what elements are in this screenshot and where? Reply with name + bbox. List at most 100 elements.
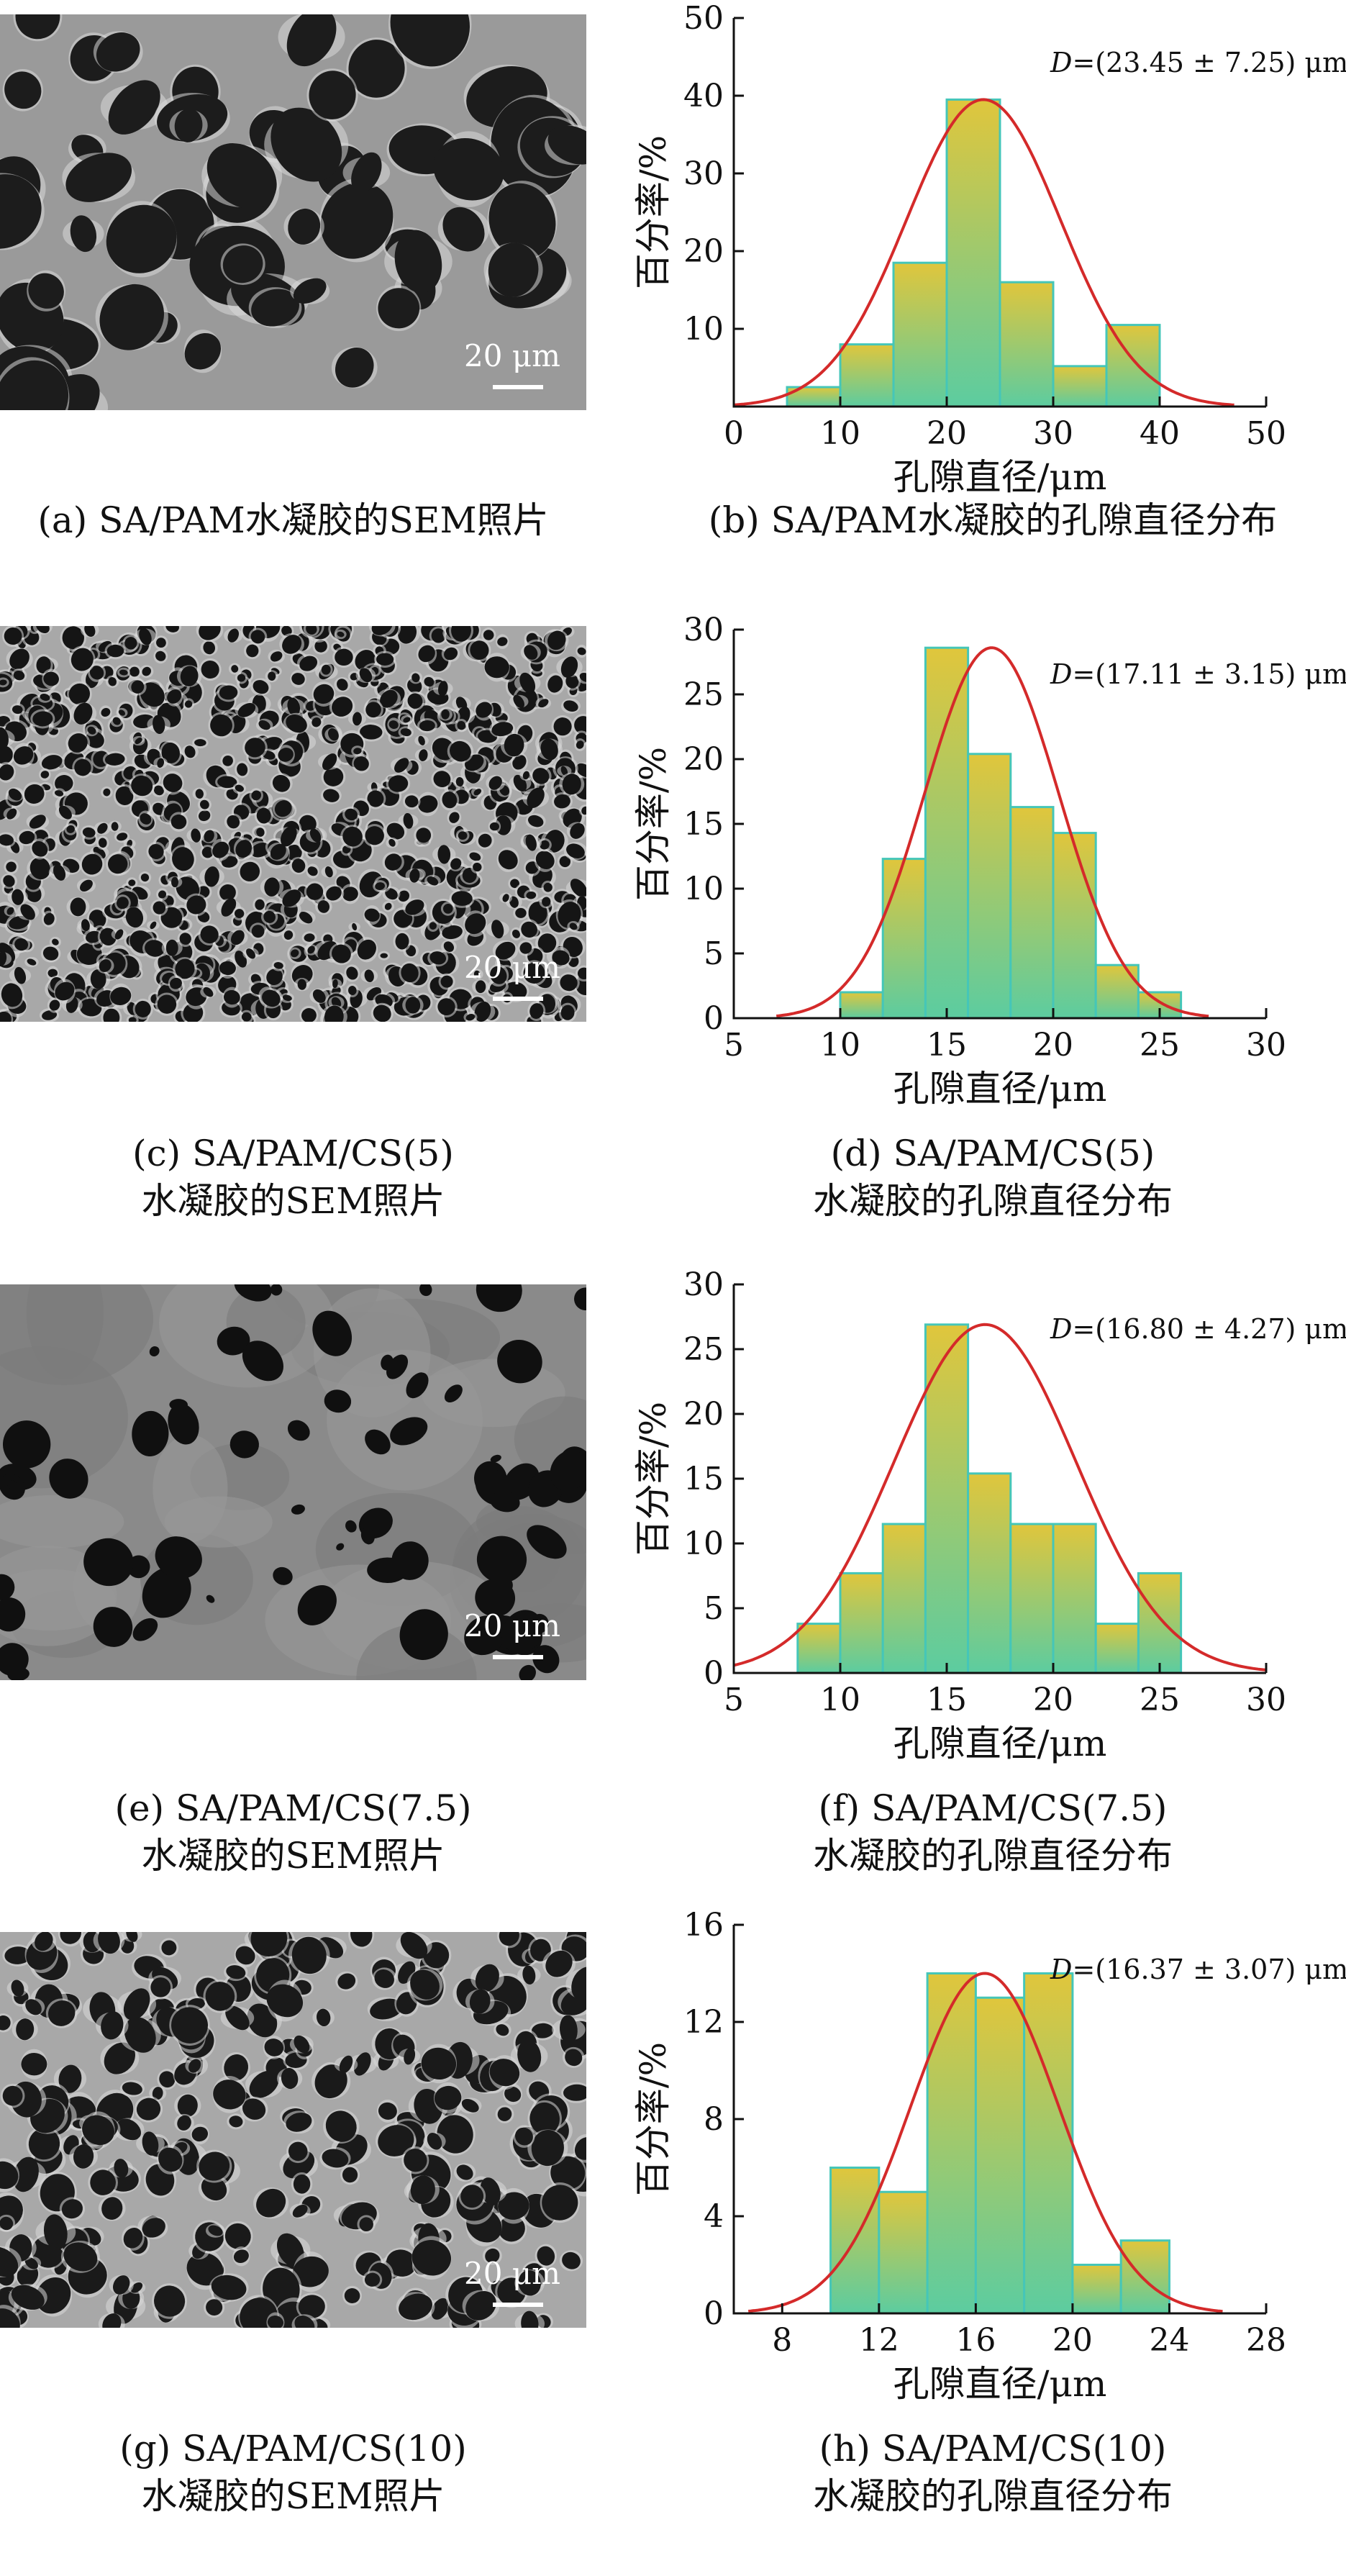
y-tick-label: 15 <box>683 1461 724 1497</box>
annotation-variable: D <box>1050 1954 1072 1985</box>
sem-caption-line: (c) SA/PAM/CS(5) <box>132 1133 454 1174</box>
x-tick-label: 25 <box>1140 1027 1180 1063</box>
y-tick-label: 25 <box>683 676 724 713</box>
y-axis-title: 百分率/% <box>632 135 674 289</box>
x-tick-label: 20 <box>1052 2322 1093 2359</box>
y-tick-label: 20 <box>683 1396 724 1433</box>
y-tick-label: 10 <box>683 871 724 907</box>
sem-caption: (c) SA/PAM/CS(5) 水凝胶的SEM照片 <box>0 1130 586 1225</box>
histogram-bar <box>974 1996 1026 2315</box>
chart-caption: (h) SA/PAM/CS(10) 水凝胶的孔隙直径分布 <box>647 2425 1338 2520</box>
x-tick-label: 50 <box>1246 415 1286 452</box>
sem-caption-line: (e) SA/PAM/CS(7.5) <box>114 1787 472 1829</box>
y-tick-label: 20 <box>683 741 724 778</box>
y-tick-label: 30 <box>683 155 724 192</box>
chart-caption-line: 水凝胶的孔隙直径分布 <box>813 1835 1173 1877</box>
x-tick-label: 15 <box>927 1682 967 1718</box>
histogram-bar <box>881 858 927 1020</box>
histogram-bar <box>1009 806 1055 1020</box>
annotation-value: =(16.80 ± 4.27) μm <box>1072 1313 1346 1345</box>
histogram-chart: 5 10 15 20 25 30 0 5 10 15 20 25 30 孔隙直径/μm 百分率/% D=(17… <box>626 612 1346 1133</box>
x-tick-label: 10 <box>820 415 860 452</box>
y-tick-label: 15 <box>683 806 724 843</box>
y-tick-label: 10 <box>683 1525 724 1562</box>
histogram-bar <box>1105 324 1161 408</box>
histogram-bar <box>1052 832 1097 1020</box>
normal-fit-curve <box>748 1972 1223 2313</box>
x-tick-label: 25 <box>1140 1682 1180 1718</box>
scale-bar-label: 20 μm <box>464 1608 560 1643</box>
sem-image: 20 μm <box>0 14 586 410</box>
histogram-bar <box>1071 2264 1122 2315</box>
scale-bar <box>493 997 543 1001</box>
mean-diameter-annotation: D=(17.11 ± 3.15) μm <box>1050 658 1346 690</box>
scale-bar-label: 20 μm <box>464 950 560 985</box>
sem-image: 20 μm <box>0 1932 586 2328</box>
scale-bar <box>493 385 543 389</box>
y-tick-label: 30 <box>683 1266 724 1303</box>
y-tick-label: 50 <box>683 0 724 37</box>
histogram-bar <box>926 1972 977 2315</box>
histogram-bar <box>1023 1972 1074 2315</box>
x-axis-title: 孔隙直径/μm <box>893 456 1107 498</box>
sem-image: 20 μm <box>0 1284 586 1680</box>
chart-svg: 5 10 15 20 25 30051015202530孔隙直径/μm百分率/%D=(16… <box>632 1266 1346 1764</box>
histogram-bar <box>892 261 948 408</box>
y-axis-title: 百分率/% <box>632 1402 674 1556</box>
x-tick-label: 12 <box>859 2322 899 2359</box>
y-tick-label: 25 <box>683 1331 724 1368</box>
y-tick-label: 40 <box>683 78 724 114</box>
scale-bar <box>493 2303 543 2307</box>
x-tick-label: 40 <box>1140 415 1180 452</box>
histogram-bar <box>881 1523 927 1674</box>
histogram-bar <box>1052 365 1108 408</box>
x-tick-label: 30 <box>1033 415 1073 452</box>
x-tick-label: 10 <box>820 1027 860 1063</box>
normal-fit-curve <box>733 98 1234 407</box>
histogram-chart: 8 12 16 20 24 28 0 4 8 12 16 孔隙直径/μm 百分率/% D=(16.37 ±… <box>626 1907 1346 2428</box>
mean-diameter-annotation: D=(16.80 ± 4.27) μm <box>1050 1313 1346 1345</box>
histogram-bar <box>945 98 1001 408</box>
sem-image: 20 μm <box>0 626 586 1022</box>
y-tick-label: 8 <box>704 2101 724 2138</box>
y-tick-label: 5 <box>704 935 724 972</box>
histogram-chart: 0 10 20 30 40 50 10 20 30 40 50 孔隙直径/μm 百分率/% D=(23.4… <box>626 0 1346 521</box>
sem-caption: (e) SA/PAM/CS(7.5) 水凝胶的SEM照片 <box>0 1784 586 1879</box>
annotation-value: =(16.37 ± 3.07) μm <box>1072 1954 1346 1985</box>
histogram-bar <box>839 1572 884 1674</box>
sem-caption: (g) SA/PAM/CS(10) 水凝胶的SEM照片 <box>0 2425 586 2520</box>
histogram-bar <box>1137 1572 1183 1674</box>
annotation-variable: D <box>1050 1313 1072 1345</box>
y-tick-label: 20 <box>683 233 724 270</box>
x-tick-label: 5 <box>724 1027 744 1063</box>
chart-svg: 5 10 15 20 25 30051015202530孔隙直径/μm百分率/%D=(17… <box>632 612 1346 1110</box>
chart-svg: 8 12 16 20 24 28 0 4 8 12 16 孔隙直径/μm 百分率/% D=(16.37 ±… <box>632 1907 1346 2405</box>
chart-caption-line: 水凝胶的孔隙直径分布 <box>813 1180 1173 1222</box>
y-tick-label: 0 <box>704 2295 724 2332</box>
annotation-variable: D <box>1050 47 1072 78</box>
histogram-bar <box>967 1472 1012 1674</box>
chart-svg: 0 10 20 30 40 50 10 20 30 40 50 孔隙直径/μm 百分率/% D=(23.4… <box>632 0 1346 498</box>
x-tick-label: 15 <box>927 1027 967 1063</box>
y-tick-label: 0 <box>704 1000 724 1037</box>
sem-texture <box>0 1284 586 1680</box>
chart-caption-line: (f) SA/PAM/CS(7.5) <box>818 1787 1168 1829</box>
histogram-bar <box>878 2190 929 2315</box>
mean-diameter-annotation: D=(23.45 ± 7.25) μm <box>1050 47 1346 78</box>
y-tick-label: 4 <box>704 2198 724 2235</box>
chart-caption-line: (d) SA/PAM/CS(5) <box>830 1133 1155 1174</box>
sem-caption-line: (g) SA/PAM/CS(10) <box>119 2428 467 2470</box>
y-tick-label: 10 <box>683 311 724 348</box>
x-tick-label: 30 <box>1246 1682 1286 1718</box>
histogram-bar <box>1094 1623 1140 1674</box>
histogram-bar <box>999 281 1055 408</box>
y-tick-label: 12 <box>683 2004 724 2041</box>
annotation-value: =(23.45 ± 7.25) μm <box>1072 47 1346 78</box>
x-tick-label: 5 <box>724 1682 744 1718</box>
annotation-variable: D <box>1050 658 1072 690</box>
sem-texture <box>0 1932 586 2328</box>
annotation-value: =(17.11 ± 3.15) μm <box>1072 658 1346 690</box>
y-axis-title: 百分率/% <box>632 747 674 901</box>
x-tick-label: 30 <box>1246 1027 1286 1063</box>
x-tick-label: 10 <box>820 1682 860 1718</box>
